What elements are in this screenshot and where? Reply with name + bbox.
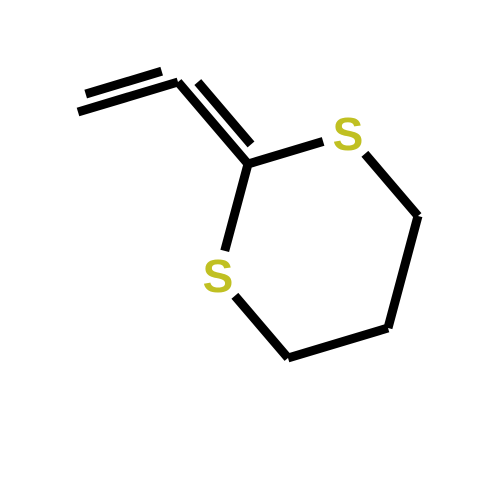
atom-label-s_upper: S <box>333 108 364 160</box>
bond-line <box>288 328 388 358</box>
bond-line <box>365 154 418 216</box>
bond-line <box>78 82 178 112</box>
bond-line <box>388 216 418 328</box>
bond-line <box>248 141 323 164</box>
bonds-layer <box>78 71 418 358</box>
bond-line <box>225 164 248 251</box>
molecule-svg: SS <box>0 0 500 500</box>
bond-line <box>235 296 288 358</box>
atom-label-s_lower: S <box>203 250 234 302</box>
